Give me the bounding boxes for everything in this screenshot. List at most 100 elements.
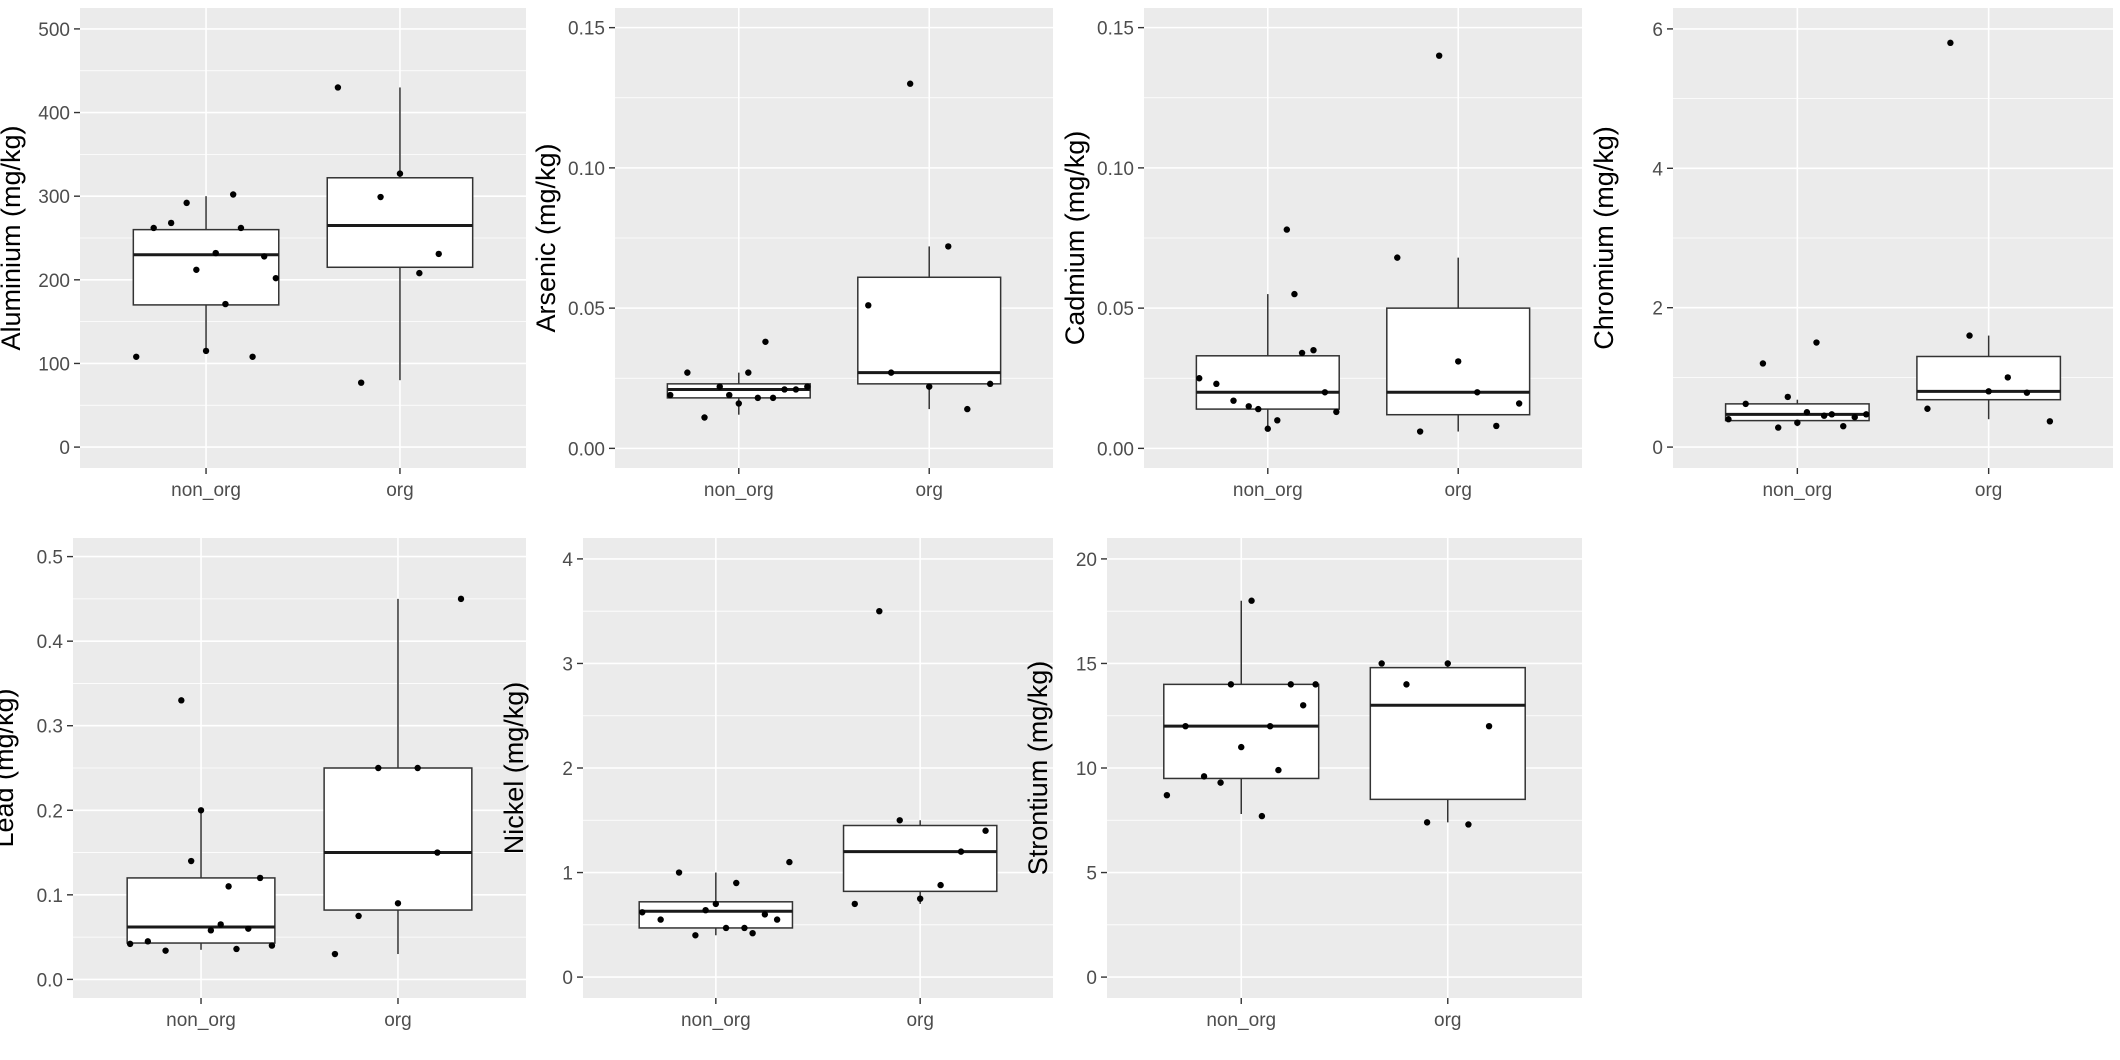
y-tick-label: 0.3 [37,717,63,738]
data-point [865,302,872,309]
data-point [394,900,402,907]
data-point [197,807,205,814]
data-point [926,383,933,390]
x-tick-label: non_org [1762,480,1832,501]
data-point [1394,254,1401,261]
x-tick-label: non_org [1206,1010,1276,1031]
data-point [193,266,200,273]
y-axis-label: Cadmium (mg/kg) [1060,131,1090,346]
data-point [1820,412,1828,419]
data-point [357,379,365,386]
data-point [416,269,423,277]
data-point [667,391,674,399]
data-point [1163,791,1171,799]
data-point [233,945,240,953]
y-tick-label: 10 [1076,759,1097,780]
x-tick-label: org [1434,1010,1461,1031]
data-point [786,858,793,866]
x-tick-label: non_org [171,480,241,501]
x-tick-label: non_org [166,1010,236,1031]
box-non_org [126,877,276,944]
y-tick-label: 1 [562,864,573,885]
data-point [1828,411,1835,418]
y-tick-label: 100 [38,354,70,375]
data-point [1255,405,1262,413]
data-point [745,369,752,376]
data-point [229,191,237,198]
panel-3: 0 2 4 6 non_org org Chromium (mg/kg) [1589,8,2113,501]
box-org [842,824,998,893]
data-point [916,895,924,902]
data-point [1863,411,1870,418]
x-tick-label: non_org [704,480,774,501]
data-point [245,925,252,932]
data-point [1947,39,1954,47]
panel-5: 0 1 2 3 4 non_org org Nickel (mg/kg) [499,538,1053,1031]
y-tick-label: 300 [38,187,70,208]
data-point [1217,779,1224,786]
data-point [249,353,256,360]
y-tick-label: 0 [59,438,70,459]
data-point [701,414,708,421]
x-tick-label: org [384,1010,411,1031]
data-point [684,369,691,376]
data-point [675,869,683,876]
panel-4: 0.0 0.1 0.2 0.3 0.4 0.5 non_org org Lead (mg/kg) [0,538,526,1031]
y-tick-label: 0.10 [568,159,605,180]
y-tick-label: 0.05 [568,299,605,320]
data-point [268,942,276,949]
data-point [377,193,384,201]
data-point [1813,339,1820,346]
box-org [323,767,473,911]
data-point [1403,681,1410,688]
data-point [716,383,723,390]
data-point [237,224,245,232]
y-axis-label: Chromium (mg/kg) [1589,126,1619,350]
data-point [1794,419,1801,426]
box-org [326,177,474,269]
data-point [1803,409,1811,416]
data-point [434,849,441,856]
y-tick-label: 0.05 [1097,299,1134,320]
panel-0: 0 100 200 300 400 500 non_org org Aluminium (mg/… [0,8,526,501]
data-point [1474,389,1481,396]
y-tick-label: 5 [1086,864,1097,885]
data-point [2046,418,2054,425]
data-point [754,394,762,402]
data-point [1465,821,1472,828]
box-non_org [1163,683,1320,780]
data-point [906,80,914,87]
data-point [957,848,965,855]
y-tick-label: 0.0 [37,970,63,991]
data-point [1287,681,1295,688]
y-axis-label: Arsenic (mg/kg) [531,143,561,332]
y-tick-label: 200 [38,271,70,292]
data-point [773,916,781,923]
data-point [1725,416,1732,423]
data-point [876,607,883,615]
data-point [1985,388,1992,395]
data-point [334,84,342,91]
data-point [964,405,971,413]
data-point [1775,424,1782,431]
data-point [1423,819,1431,826]
data-point [937,881,944,889]
data-point [1264,425,1271,432]
data-point [1435,52,1443,59]
data-point [1416,428,1424,435]
data-point [986,380,994,388]
data-point [769,394,777,402]
data-point [396,170,404,177]
data-point [167,219,175,227]
data-point [1245,403,1252,410]
data-point [1485,722,1493,730]
data-point [1248,597,1255,604]
data-point [733,879,740,887]
data-point [150,224,157,232]
data-point [126,940,134,948]
data-point [792,386,800,393]
y-tick-label: 0.1 [37,886,63,907]
data-point [657,916,664,923]
data-point [1840,422,1847,430]
